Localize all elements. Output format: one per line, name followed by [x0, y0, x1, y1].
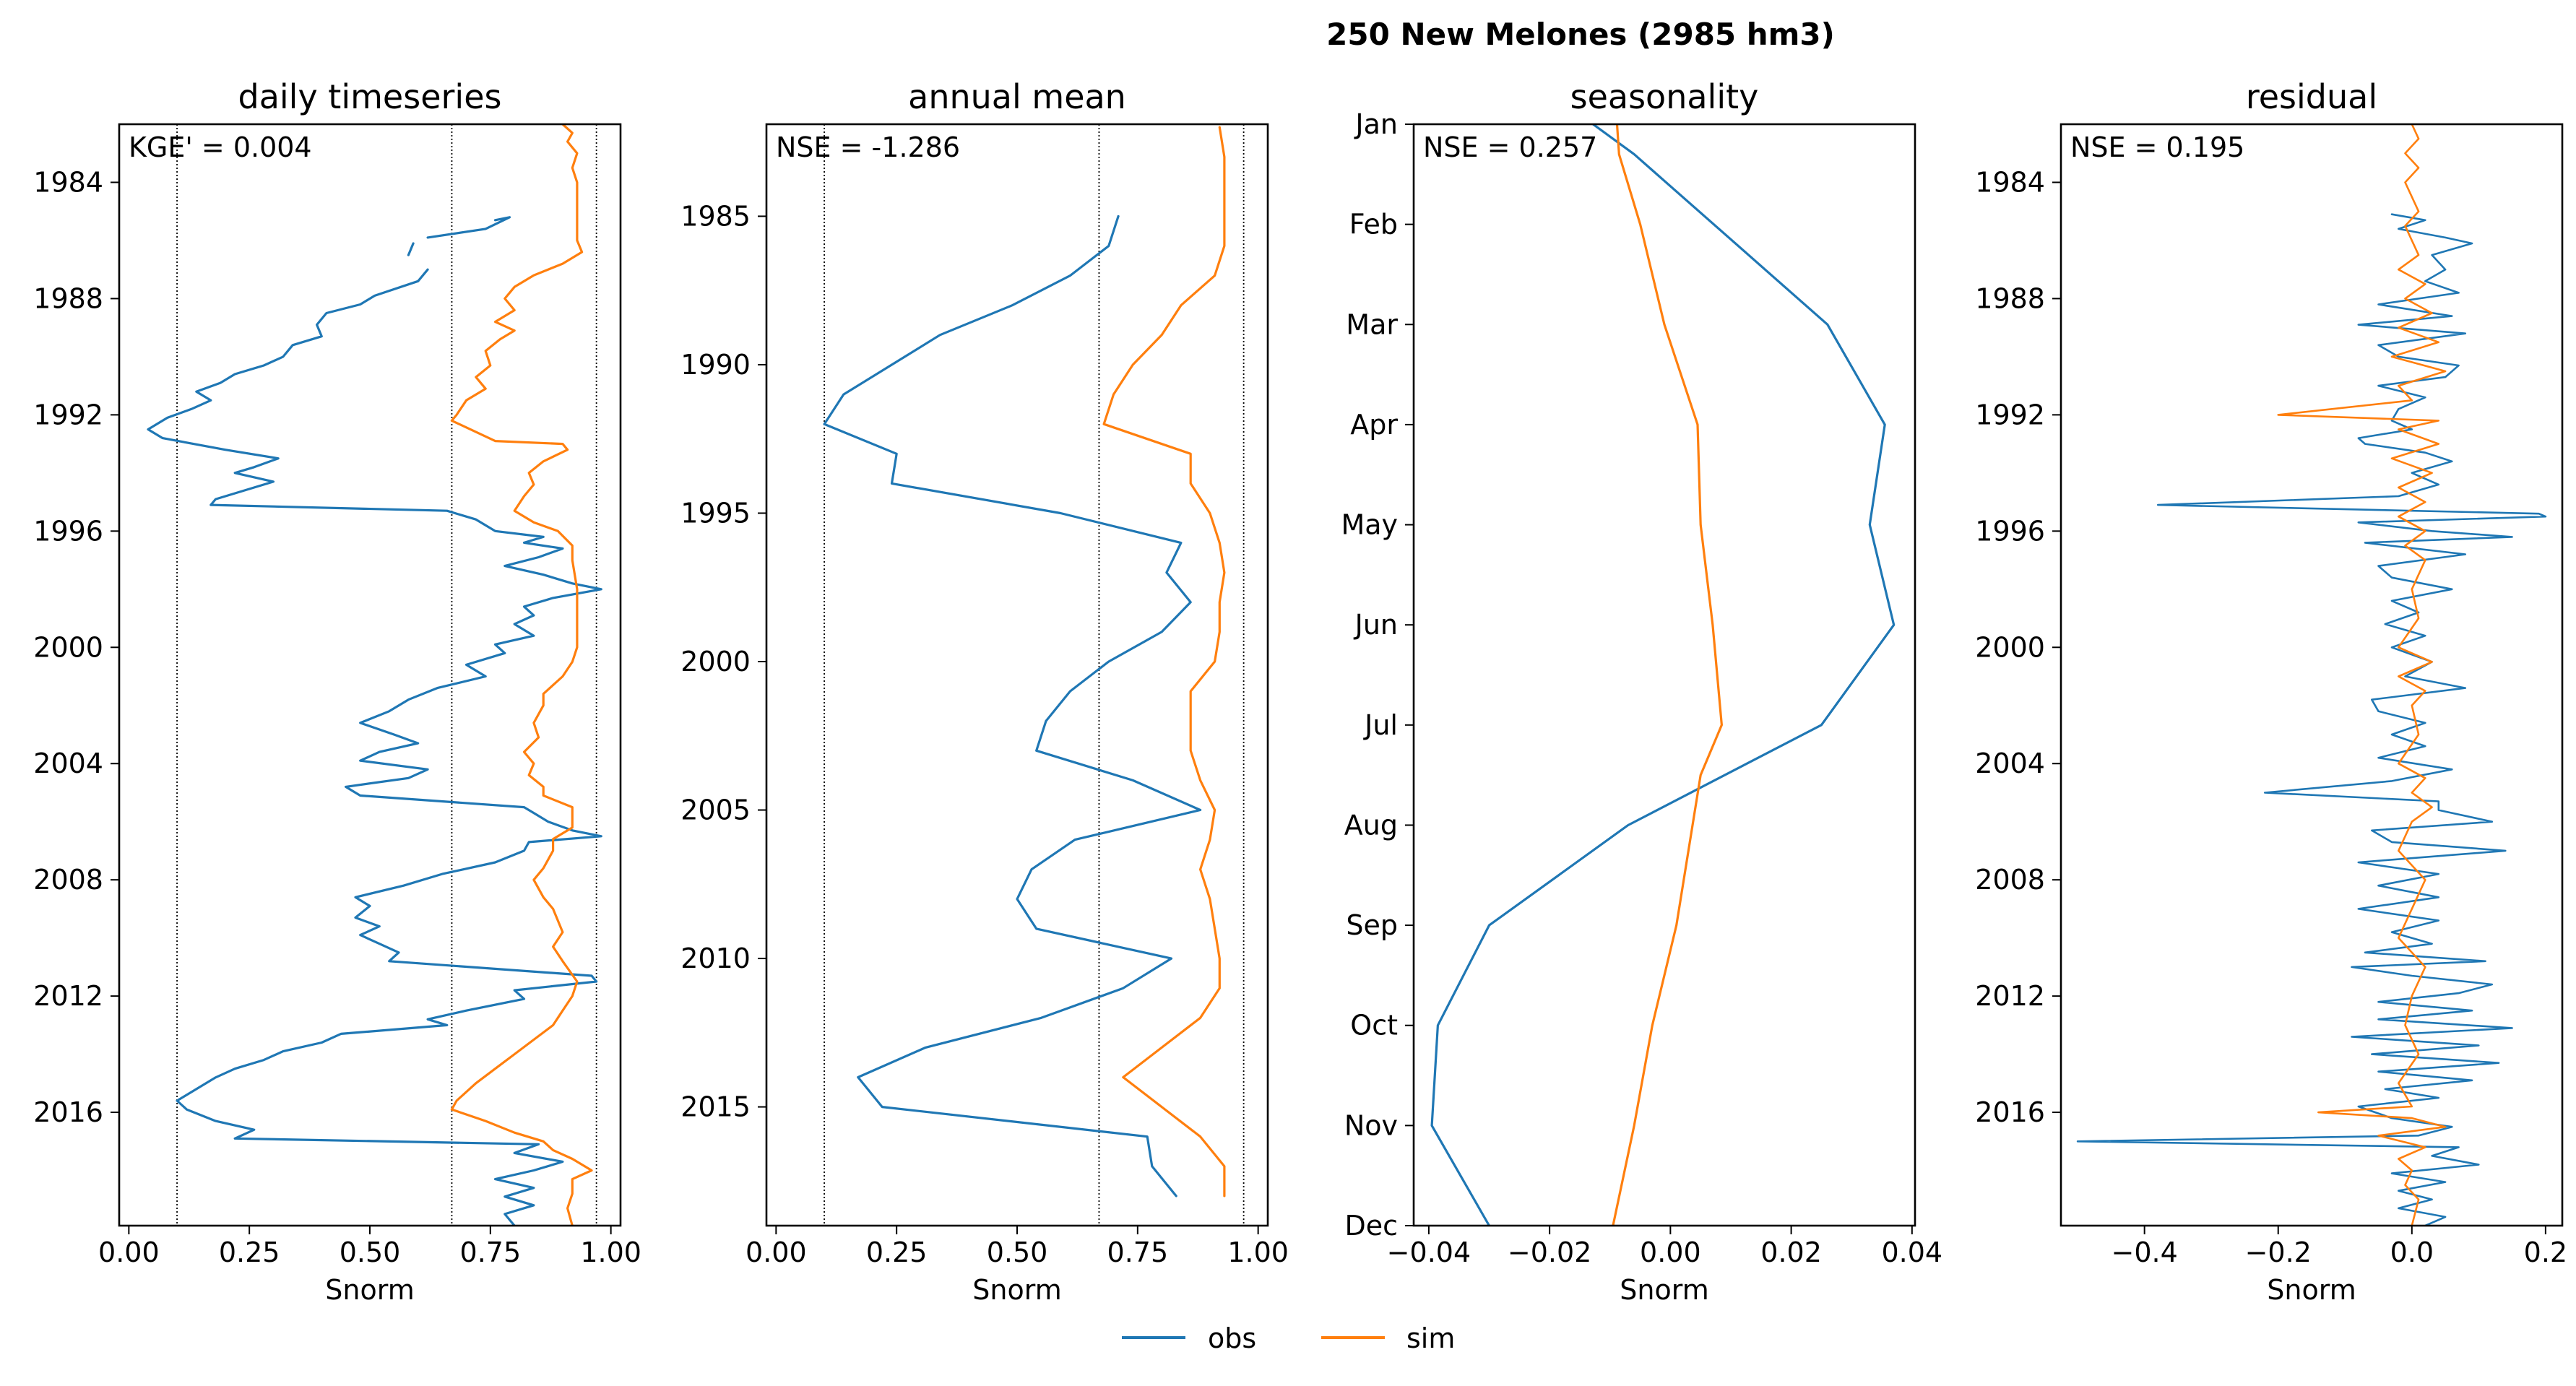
- metric-annotation: NSE = 0.257: [1423, 131, 1597, 163]
- y-tick-label: 1995: [680, 497, 751, 529]
- x-tick-label: 0.25: [219, 1236, 280, 1268]
- x-tick-label: 0.2: [2524, 1236, 2567, 1268]
- series-line-sim: [450, 124, 593, 1226]
- y-tick-label: Oct: [1350, 1010, 1398, 1041]
- x-tick-label: 0.25: [866, 1236, 928, 1268]
- panel-residual: −0.4 −0.2 0.0 0.2 1984 1988 1992 1996 2000 2004 20…: [1975, 77, 2567, 1306]
- plot-area: [1430, 124, 1896, 1226]
- panel-seasonality: −0.04 −0.02 0.00 0.02 0.04 Jan Feb Mar Apr May Jun…: [1341, 77, 1942, 1306]
- plot-area: [2076, 124, 2547, 1226]
- y-tick-label: 1996: [1975, 515, 2045, 547]
- y-tick-label: 1996: [33, 515, 103, 547]
- y-tick-label: 2000: [1975, 631, 2045, 663]
- panel-title: daily timeseries: [238, 77, 502, 116]
- y-tick-label: 1984: [33, 166, 103, 198]
- x-tick-label: 1.00: [1227, 1236, 1289, 1268]
- x-axis-label: Snorm: [325, 1274, 414, 1306]
- y-tick-label: 1985: [680, 200, 751, 232]
- series-line-obs: [823, 215, 1202, 1197]
- x-tick-label: 0.75: [460, 1236, 522, 1268]
- y-tick-label: 1990: [680, 349, 751, 381]
- y-tick-label: Dec: [1344, 1210, 1398, 1242]
- y-tick-label: 2000: [680, 646, 751, 677]
- y-tick-label: 2008: [1975, 864, 2045, 896]
- y-tick-label: Nov: [1344, 1109, 1398, 1141]
- y-tick-label: 1988: [33, 282, 103, 314]
- x-tick-label: 0.00: [1640, 1236, 1701, 1268]
- x-tick-label: −0.02: [1508, 1236, 1591, 1268]
- y-tick-label: Sep: [1346, 909, 1398, 941]
- panel-title: residual: [2246, 77, 2377, 116]
- x-axis-label: Snorm: [1620, 1274, 1708, 1306]
- x-tick-label: 0.75: [1107, 1236, 1169, 1268]
- x-tick-label: 0.02: [1760, 1236, 1822, 1268]
- x-tick-label: 0.0: [2390, 1236, 2434, 1268]
- metric-annotation: KGE' = 0.004: [129, 131, 312, 163]
- y-tick-label: 1992: [1975, 399, 2045, 430]
- x-tick-label: 0.00: [98, 1236, 160, 1268]
- plot-area: [147, 124, 602, 1226]
- y-tick-label: Jun: [1354, 609, 1398, 641]
- y-tick-label: 2010: [680, 943, 751, 974]
- y-tick-label: 2004: [1975, 748, 2045, 779]
- x-tick-label: 0.50: [340, 1236, 401, 1268]
- x-tick-label: 1.00: [580, 1236, 641, 1268]
- series-line-sim: [2277, 124, 2447, 1226]
- y-tick-label: 2016: [33, 1096, 103, 1128]
- x-tick-label: −0.2: [2245, 1236, 2312, 1268]
- y-tick-label: 2008: [33, 864, 103, 896]
- y-tick-label: 2012: [33, 980, 103, 1012]
- series-line-obs: [426, 216, 511, 239]
- y-tick-label: 2000: [33, 631, 103, 663]
- plot-area: [823, 126, 1226, 1197]
- series-line-obs: [2076, 213, 2547, 1226]
- y-tick-label: Aug: [1344, 809, 1398, 841]
- series-line-obs: [1430, 124, 1896, 1226]
- panel-daily-timeseries: 0.00 0.25 0.50 0.75 1.00 1984 1988 1992 1996 2000…: [33, 77, 641, 1306]
- legend-obs-label: obs: [1208, 1322, 1256, 1354]
- y-tick-label: May: [1341, 509, 1398, 541]
- panel-title: seasonality: [1570, 77, 1759, 116]
- y-tick-label: Jul: [1363, 709, 1398, 741]
- y-tick-label: Jan: [1354, 108, 1398, 140]
- y-tick-label: Mar: [1346, 308, 1398, 340]
- panel-annual-mean: 0.00 0.25 0.50 0.75 1.00 1985 1990 1995 2000 2005…: [680, 77, 1289, 1306]
- x-axis-label: Snorm: [972, 1274, 1061, 1306]
- series-line-sim: [1102, 126, 1226, 1197]
- x-tick-label: −0.04: [1387, 1236, 1471, 1268]
- panel-title: annual mean: [908, 77, 1126, 116]
- y-tick-label: 1984: [1975, 166, 2045, 198]
- x-tick-label: 0.50: [987, 1236, 1048, 1268]
- x-tick-label: −0.4: [2112, 1236, 2178, 1268]
- y-tick-label: 2016: [1975, 1096, 2045, 1128]
- x-axis-label: Snorm: [2267, 1274, 2356, 1306]
- metric-annotation: NSE = -1.286: [776, 131, 960, 163]
- y-tick-label: 2004: [33, 748, 103, 779]
- axes-frame: [2059, 123, 2564, 1227]
- y-tick-label: 1992: [33, 399, 103, 430]
- series-line-obs: [147, 268, 602, 1226]
- legend-sim-label: sim: [1406, 1322, 1455, 1354]
- metric-annotation: NSE = 0.195: [2070, 131, 2244, 163]
- y-tick-label: 2005: [680, 794, 751, 826]
- y-tick-label: 2012: [1975, 980, 2045, 1012]
- y-tick-label: Feb: [1349, 209, 1398, 241]
- axes-frame: [1412, 123, 1916, 1227]
- y-tick-label: Apr: [1350, 409, 1398, 441]
- y-tick-label: 2015: [680, 1091, 751, 1123]
- series-line-sim: [1612, 124, 1723, 1226]
- x-tick-label: 0.00: [745, 1236, 807, 1268]
- figure-suptitle: 250 New Melones (2985 hm3): [1326, 17, 1835, 52]
- y-tick-label: 1988: [1975, 282, 2045, 314]
- legend: obs sim: [1122, 1322, 1455, 1354]
- x-tick-label: 0.04: [1882, 1236, 1943, 1268]
- series-line-obs: [407, 242, 415, 256]
